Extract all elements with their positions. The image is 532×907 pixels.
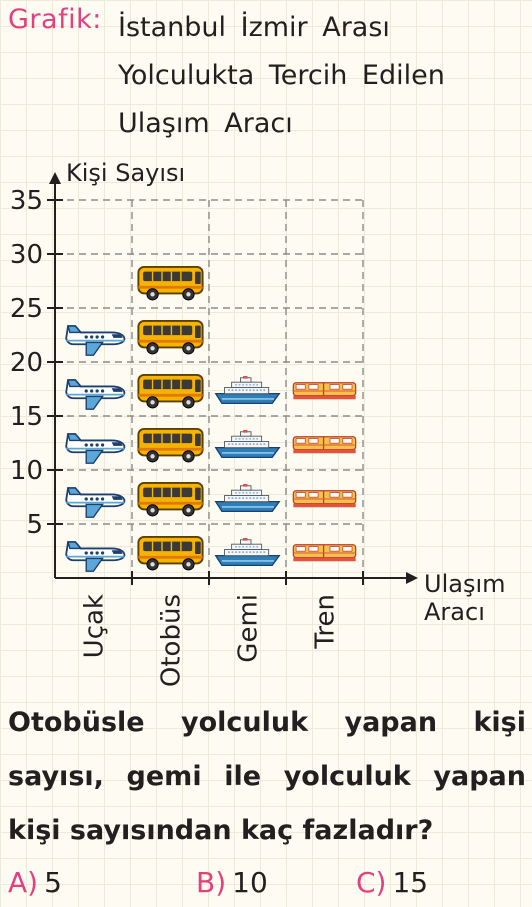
chart-title: İstanbul İzmir Arası Yolculukta Tercih E… — [118, 12, 445, 139]
y-tick-label: 35 — [10, 186, 43, 216]
bus-icon — [137, 481, 204, 517]
category-label: Tren — [311, 594, 341, 650]
x-axis-arrow — [406, 572, 418, 584]
category-label: Uçak — [80, 594, 110, 658]
train-icon — [292, 544, 357, 562]
y-axis-arrow — [49, 172, 61, 184]
ship-icon — [214, 376, 281, 405]
y-axis-label: Kişi Sayısı — [66, 159, 185, 187]
airplane-icon — [65, 487, 126, 519]
ship-icon — [214, 484, 281, 513]
bus-icon — [137, 265, 204, 301]
y-tick-label: 5 — [26, 510, 43, 540]
answer-options: A) 5 B) 10 C) 15 — [8, 866, 528, 902]
airplane-icon — [65, 541, 126, 573]
option-a-letter: A) — [8, 866, 39, 899]
y-tick-label: 25 — [10, 294, 43, 324]
bus-icon — [137, 427, 204, 463]
train-icon — [292, 490, 357, 508]
option-b-letter: B) — [196, 866, 227, 899]
airplane-icon — [65, 379, 126, 411]
question-text: Otobüsle yolculuk yapan kişi sayısı, gem… — [8, 707, 526, 846]
graph-label: Grafik: — [8, 4, 102, 35]
option-a[interactable]: A) 5 — [8, 866, 62, 899]
train-icon — [292, 382, 357, 400]
option-b[interactable]: B) 10 — [196, 866, 268, 899]
bus-icon — [137, 373, 204, 409]
y-tick-label: 30 — [10, 240, 43, 270]
option-c[interactable]: C) 15 — [356, 866, 428, 899]
option-a-value: 5 — [44, 866, 62, 899]
option-c-letter: C) — [356, 866, 387, 899]
ship-icon — [214, 430, 281, 459]
bus-icon — [137, 319, 204, 355]
x-axis-label-line: Ulaşım — [424, 570, 506, 598]
option-c-value: 15 — [392, 866, 429, 899]
y-tick-label: 10 — [10, 456, 43, 486]
train-icon — [292, 436, 357, 454]
airplane-icon — [65, 325, 126, 357]
x-axis-label-line: Aracı — [424, 598, 485, 626]
airplane-icon — [65, 433, 126, 465]
y-tick-label: 20 — [10, 348, 43, 378]
ship-icon — [214, 538, 281, 567]
bus-icon — [137, 535, 204, 571]
y-tick-label: 15 — [10, 402, 43, 432]
category-label: Gemi — [234, 594, 264, 663]
option-b-value: 10 — [232, 866, 268, 899]
category-label: Otobüs — [157, 594, 187, 687]
